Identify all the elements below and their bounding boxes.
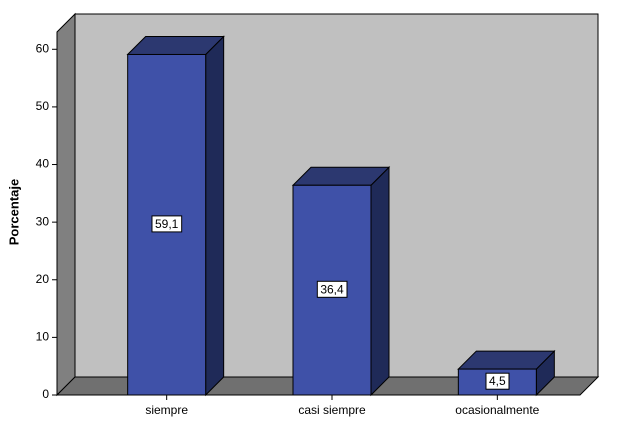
y-tick-label: 0: [42, 387, 49, 401]
value-label: 59,1: [155, 217, 179, 231]
value-label-box: [485, 372, 510, 390]
y-tick-label: 60: [36, 41, 50, 55]
value-label: 36,4: [320, 282, 344, 296]
x-tick-label: casi siempre: [298, 403, 366, 417]
x-tick-label: ocasionalmente: [455, 403, 539, 417]
x-tick-label: siempre: [145, 403, 188, 417]
bar-side: [370, 166, 390, 397]
y-tick-label: 10: [36, 330, 50, 344]
side-wall: [56, 12, 76, 397]
value-label-box: [151, 215, 183, 233]
y-tick-label: 30: [36, 214, 50, 228]
y-tick-label: 40: [36, 157, 50, 171]
y-tick-label: 50: [36, 99, 50, 113]
value-label-box: [316, 280, 348, 298]
value-label: 4,5: [489, 374, 506, 388]
bar-side: [205, 35, 225, 397]
y-tick-label: 20: [36, 272, 50, 286]
y-axis-title: Porcentaje: [6, 179, 21, 245]
